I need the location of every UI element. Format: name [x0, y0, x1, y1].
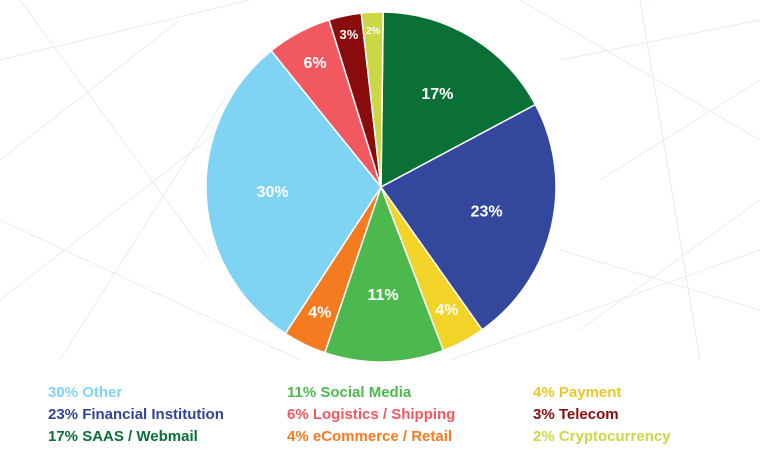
legend-item-logistics-shipping: 6% Logistics / Shipping	[287, 406, 456, 423]
legend-item-saas-webmail: 17% SAAS / Webmail	[48, 428, 198, 445]
pie-slice-label: 11%	[367, 287, 398, 304]
legend-item-financial-institution: 23% Financial Institution	[48, 406, 224, 423]
legend-item-cryptocurrency: 2% Cryptocurrency	[533, 428, 671, 445]
pie-slice-label: 6%	[304, 55, 327, 72]
chart-legend: 30% Other 23% Financial Institution 17% SA…	[48, 382, 748, 448]
pie-slice-social-media	[323, 184, 445, 363]
pie-slice-cryptocurrency	[360, 11, 384, 188]
pie-slice-label: 4%	[435, 302, 458, 319]
pie-slice-saas-webmail	[380, 11, 537, 189]
pie-slice-label: 23%	[471, 203, 503, 220]
legend-item-payment: 4% Payment	[533, 384, 622, 401]
pie-slice-financial-institution	[379, 103, 557, 331]
pie-slice-other	[205, 49, 382, 335]
pie-slice-label: 17%	[421, 86, 453, 103]
pie-slice-label: 2%	[366, 26, 381, 37]
legend-item-ecommerce-retail: 4% eCommerce / Retail	[287, 428, 453, 445]
pie-slice-label: 4%	[308, 304, 331, 321]
pie-slice-label: 3%	[340, 27, 359, 42]
pie-slice-label: 30%	[257, 184, 289, 201]
legend-item-other: 30% Other	[48, 384, 123, 401]
legend-item-telecom: 3% Telecom	[533, 406, 619, 423]
legend-item-social-media: 11% Social Media	[287, 384, 412, 401]
